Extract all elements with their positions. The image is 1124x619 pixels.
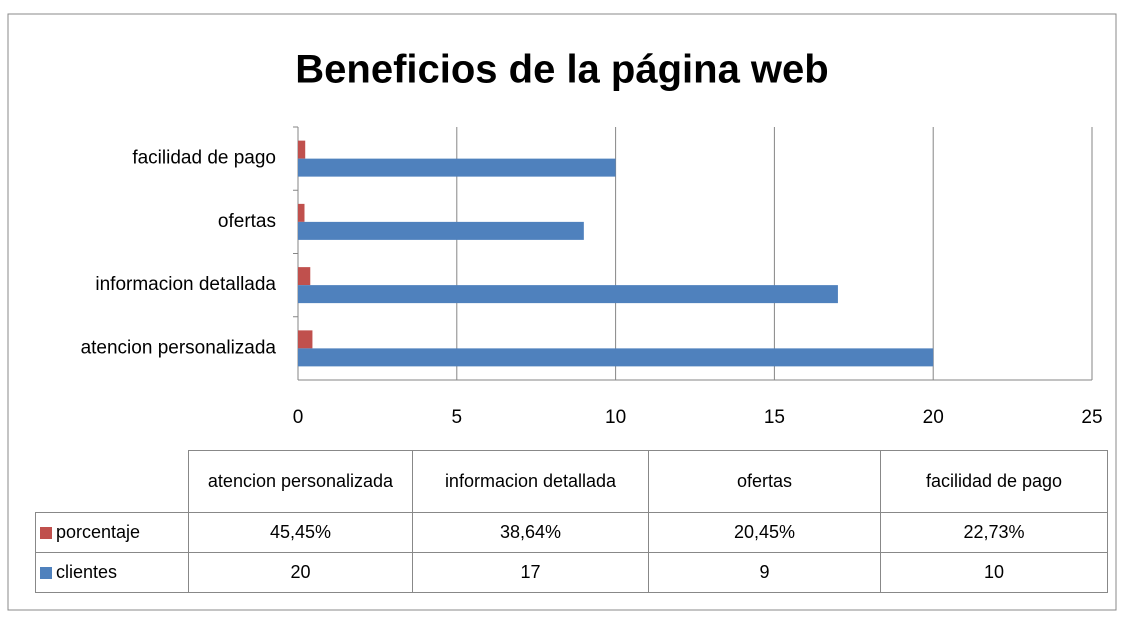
bar: [298, 348, 934, 367]
legend-key: [40, 567, 52, 580]
x-tick-label: 5: [452, 407, 463, 428]
bar: [298, 267, 311, 286]
bar: [298, 203, 305, 222]
bar: [298, 158, 616, 177]
table-value-cell: 20: [188, 552, 413, 593]
data-table: atencion personalizada informacion detall…: [35, 450, 1108, 593]
table-header-cell: facilidad de pago: [880, 450, 1108, 513]
table-series-cell: clientes: [35, 552, 189, 593]
legend-key: [40, 527, 52, 540]
x-tick-label: 20: [923, 407, 944, 428]
table-value-cell: 10: [880, 552, 1108, 593]
bar: [298, 140, 306, 159]
table-header-cell: informacion detallada: [412, 450, 649, 513]
x-tick-label: 15: [764, 407, 785, 428]
chart-frame: [7, 13, 1117, 611]
y-tick-label: ofertas: [218, 211, 276, 232]
table-value-cell: 9: [648, 552, 881, 593]
x-tick-label: 25: [1081, 407, 1102, 428]
table-value-cell: 38,64%: [412, 512, 649, 553]
x-tick-label: 10: [605, 407, 626, 428]
table-value-cell: 22,73%: [880, 512, 1108, 553]
table-header-cell: ofertas: [648, 450, 881, 513]
legend-label: clientes: [56, 562, 118, 582]
chart-title: Beneficios de la página web: [295, 48, 828, 92]
bar: [298, 285, 838, 304]
table-row: porcentaje 45,45% 38,64% 20,45% 22,73%: [35, 512, 1108, 553]
y-tick-label: facilidad de pago: [132, 148, 276, 169]
table-value-cell: 17: [412, 552, 649, 593]
table-series-cell: porcentaje: [35, 512, 189, 553]
table-row: clientes 20 17 9 10: [35, 552, 1108, 593]
legend-label: porcentaje: [56, 522, 141, 542]
table-value-cell: 45,45%: [188, 512, 413, 553]
y-tick-label: informacion detallada: [95, 274, 276, 295]
bar: [298, 221, 584, 240]
x-tick-label: 0: [293, 407, 304, 428]
table-header-cell: atencion personalizada: [188, 450, 413, 513]
y-tick-label: atencion personalizada: [81, 337, 277, 358]
table-corner: [35, 450, 189, 513]
bar: [298, 330, 313, 349]
table-value-cell: 20,45%: [648, 512, 881, 553]
table-header-row: atencion personalizada informacion detall…: [35, 450, 1108, 513]
